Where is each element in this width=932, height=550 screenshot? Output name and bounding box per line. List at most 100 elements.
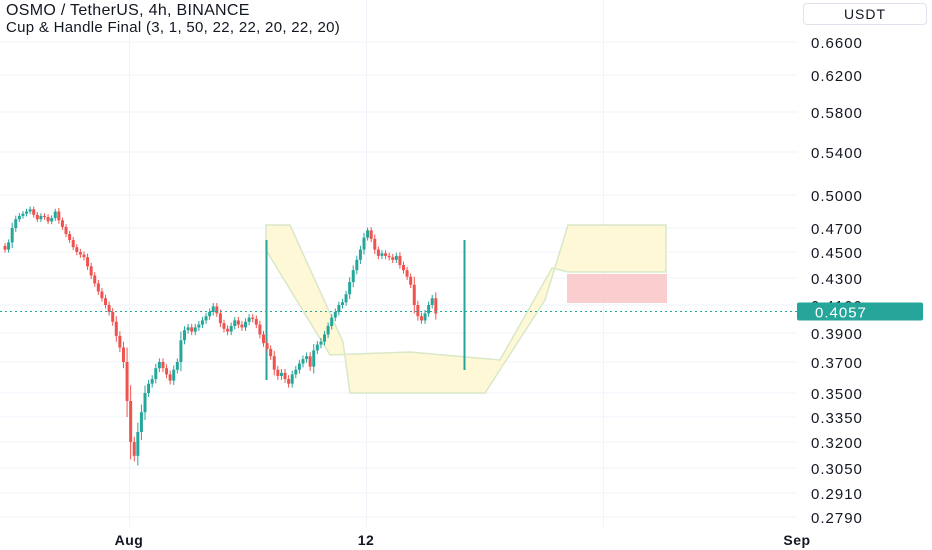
price-tick-label: 0.3500 [811,386,863,403]
candle [139,404,143,440]
candle [154,363,158,384]
candle [244,318,248,331]
candle-body [387,255,391,258]
candle-body [53,211,57,219]
candle [247,314,251,326]
candle [409,273,413,289]
candle [430,294,434,309]
candle [419,312,423,324]
candle-body [190,327,194,332]
price-tick-label: 0.6600 [811,35,863,52]
candle-body [186,327,190,331]
candle [265,339,269,353]
candle [254,315,258,329]
candle [42,213,46,220]
candle-body [326,326,330,335]
candle [75,244,79,256]
price-tick-label: 0.4700 [811,221,863,238]
candle-body [337,305,341,312]
candle [340,298,344,309]
candle-body [430,298,434,305]
candle-body [409,276,413,285]
candle [150,375,154,388]
candle-body [244,321,248,328]
candle [362,232,366,255]
candle [175,358,179,374]
candle [136,422,140,466]
price-axis[interactable]: 0.6600 0.6200 0.5800 0.5400 0.5000 0.4700 0.45… [797,0,932,550]
candle [283,368,287,383]
candle-body [402,265,405,271]
candle [412,276,416,314]
candle [333,308,337,322]
currency-selector[interactable]: USDT [803,3,927,25]
candle [165,364,169,379]
candle-body [283,372,287,380]
candle-body [96,283,100,292]
candle-body [78,252,82,255]
candle-body [405,270,409,277]
candle [319,338,323,349]
candle [125,347,129,417]
candle-body [64,226,68,234]
time-tick-label: Aug [115,532,144,548]
candle-body [46,217,50,222]
candle [161,358,165,373]
price-tick-label: 0.5800 [811,105,863,122]
candle-body [412,284,416,305]
candle [301,355,305,368]
candle-body [114,321,118,336]
candle-body [68,234,72,240]
candle-body [398,255,402,265]
price-tick-label: 0.6200 [811,68,863,85]
price-tick-label: 0.4500 [811,245,863,262]
candle-body [218,313,222,324]
candle [427,301,431,317]
candle [376,246,380,260]
candle-body [89,266,93,276]
candle-body [369,230,373,239]
candle [96,280,100,295]
candle-body [25,211,29,214]
candle-body [100,291,104,299]
candle [193,323,197,336]
candle [46,214,50,225]
last-price-label: 0.4057 [815,305,867,322]
candle [3,243,7,253]
candle-body [3,246,7,250]
last-price-badge [797,302,923,321]
candle-body [200,320,204,325]
candle-body [380,253,384,256]
candle [93,272,97,287]
candle [287,375,291,388]
candle [405,266,409,281]
candle [272,350,276,376]
candle [351,265,355,287]
candle-body [376,249,380,256]
candle [32,206,36,218]
candle-body [229,326,233,332]
candle [53,208,57,221]
candle-body [344,294,348,303]
candle [168,370,172,385]
candle-body [333,312,337,318]
candle-body [427,305,431,314]
time-axis[interactable]: Aug 12 Sep [0,527,811,550]
candle-body [86,257,90,267]
candle [111,308,115,326]
indicator-legend[interactable]: Cup & Handle Final (3, 1, 50, 22, 22, 20… [6,19,341,36]
candle-body [226,328,230,332]
candle [323,330,327,346]
candle [104,294,108,309]
candle-body [147,383,151,393]
candle [398,252,402,269]
candle-body [208,312,212,317]
candle [240,321,244,331]
candle-body [419,316,423,321]
candle-body [150,379,154,384]
candle-body [251,317,255,319]
symbol-title[interactable]: OSMO / TetherUS, 4h, BINANCE [6,2,250,19]
price-tick-label: 0.5400 [811,145,863,162]
candle-body [10,228,14,243]
